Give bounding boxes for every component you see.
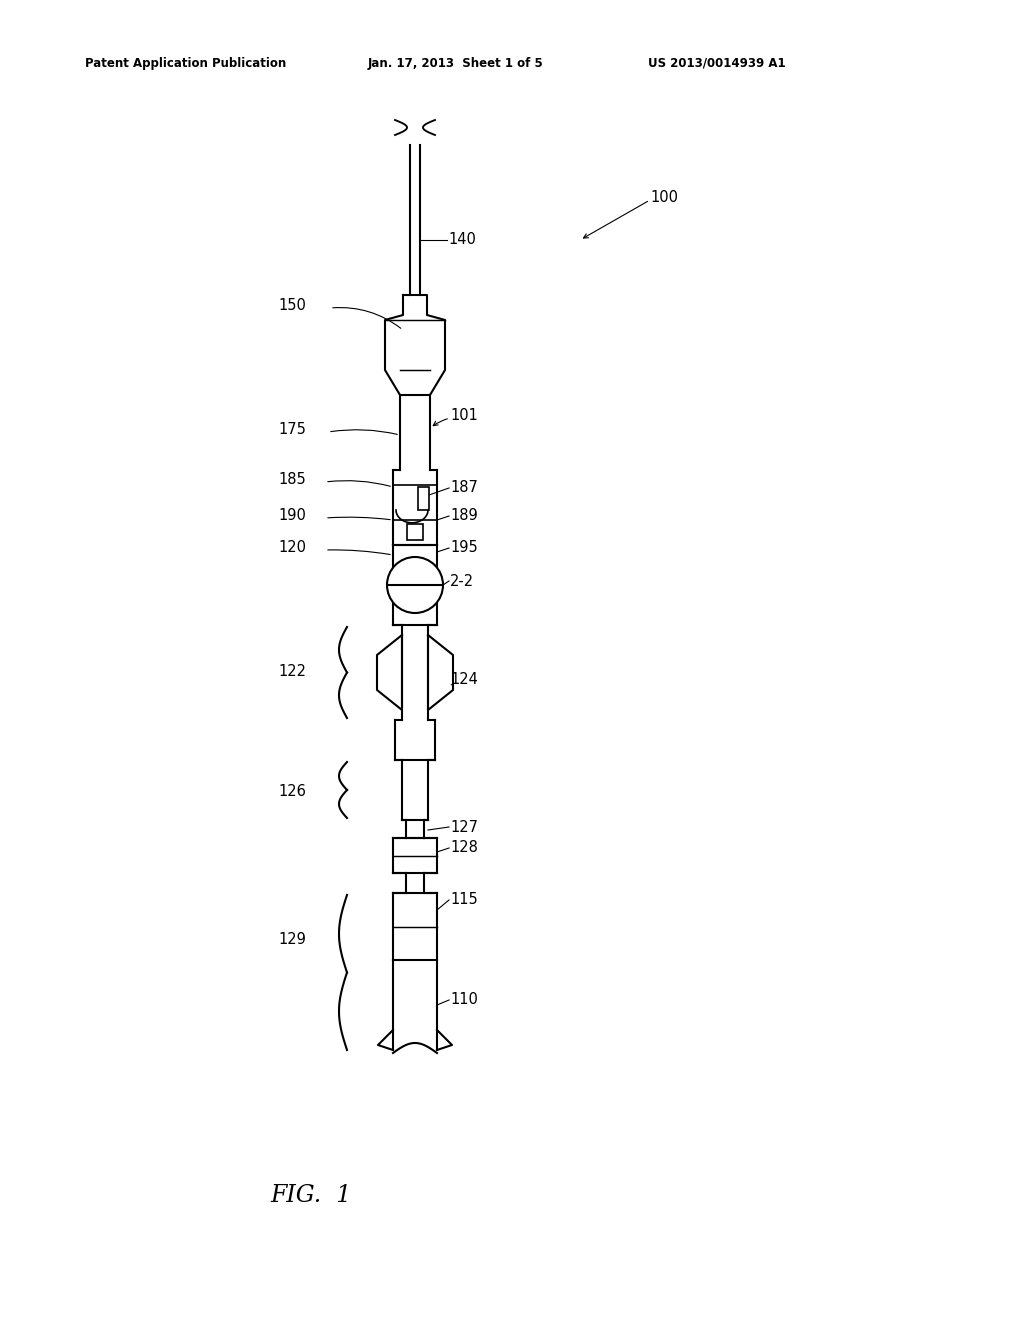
Bar	[407, 524, 423, 540]
Text: 101: 101	[450, 408, 478, 422]
Text: 175: 175	[278, 422, 306, 437]
Text: 190: 190	[278, 508, 306, 524]
Text: 100: 100	[650, 190, 678, 206]
Text: 129: 129	[278, 932, 306, 948]
Text: 187: 187	[450, 480, 478, 495]
Text: 195: 195	[450, 540, 478, 556]
Bar	[418, 487, 429, 510]
Text: 2-2: 2-2	[450, 573, 474, 589]
Text: 185: 185	[278, 473, 306, 487]
Circle shape	[387, 557, 443, 612]
Text: Patent Application Publication: Patent Application Publication	[85, 57, 287, 70]
Text: Jan. 17, 2013  Sheet 1 of 5: Jan. 17, 2013 Sheet 1 of 5	[368, 57, 544, 70]
Text: 189: 189	[450, 508, 478, 524]
Text: 110: 110	[450, 993, 478, 1007]
Text: 140: 140	[449, 232, 476, 248]
Text: 127: 127	[450, 820, 478, 834]
Text: 128: 128	[450, 841, 478, 855]
Text: 115: 115	[450, 892, 478, 908]
Text: FIG.  1: FIG. 1	[270, 1184, 351, 1206]
Text: 120: 120	[278, 540, 306, 556]
Text: 122: 122	[278, 664, 306, 680]
Text: US 2013/0014939 A1: US 2013/0014939 A1	[648, 57, 785, 70]
Text: 150: 150	[278, 297, 306, 313]
Text: 124: 124	[450, 672, 478, 688]
Text: 126: 126	[278, 784, 306, 800]
